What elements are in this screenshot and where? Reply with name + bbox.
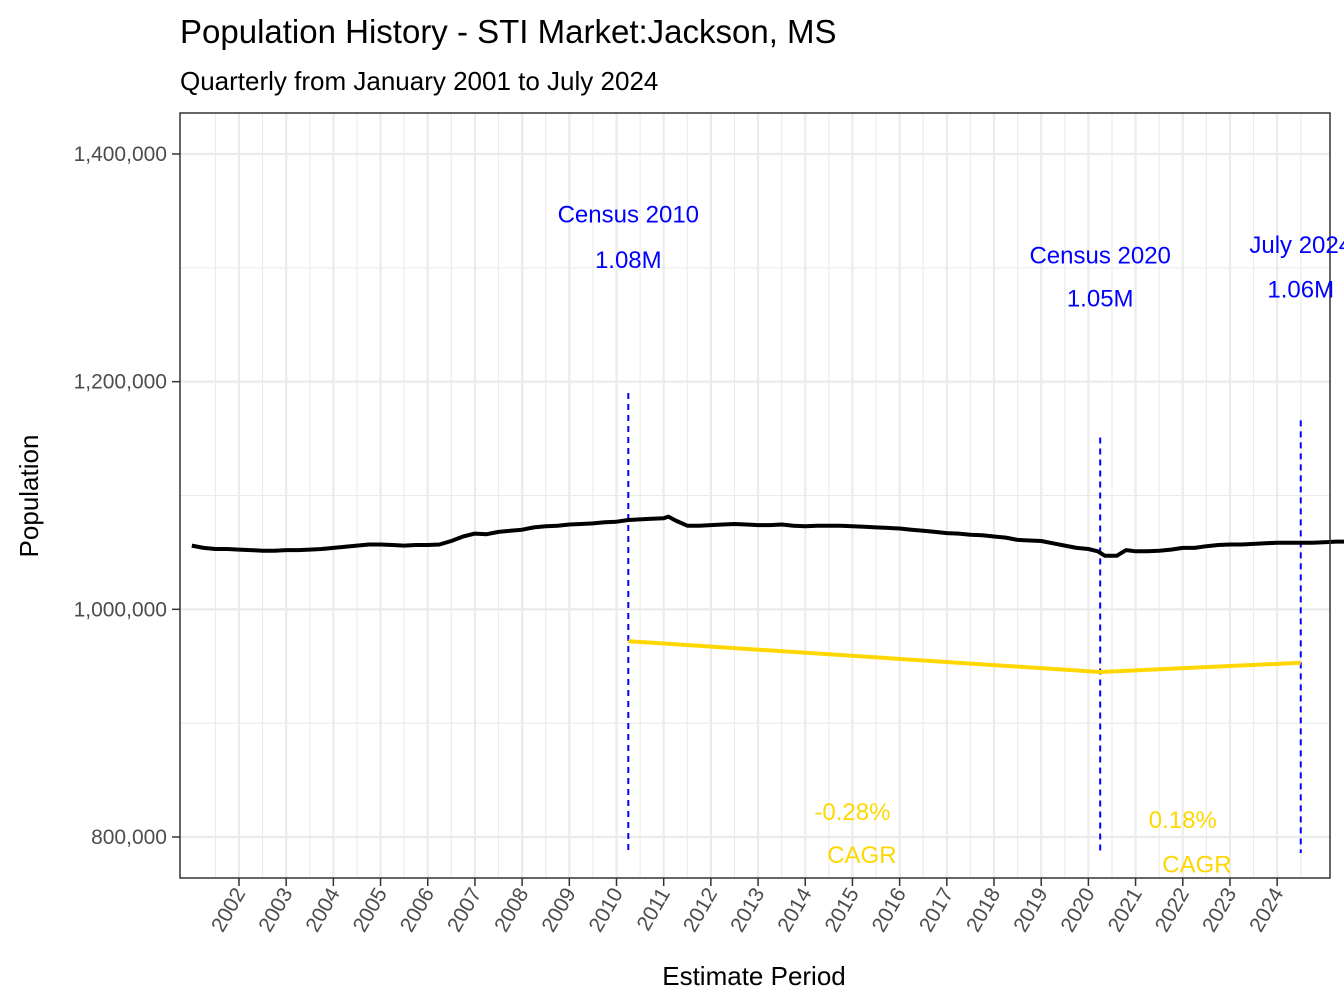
x-tick-label: 2003 [254, 884, 297, 936]
y-axis: 800,000 1,000,000 1,200,000 1,400,000 [74, 143, 180, 849]
y-tick-label: 800,000 [91, 826, 167, 849]
annotation-label: CAGR [1162, 851, 1231, 878]
x-tick-label: 2002 [207, 884, 250, 936]
annotation-label: CAGR [827, 842, 896, 869]
annotation-label: July 2024 [1249, 232, 1344, 259]
x-tick-label: 2014 [773, 884, 816, 936]
census-reference-lines [627, 393, 1302, 853]
chart-title: Population History - STI Market:Jackson,… [180, 13, 837, 50]
chart-subtitle: Quarterly from January 2001 to July 2024 [180, 66, 658, 96]
y-axis-title: Population [14, 435, 44, 558]
x-tick-label: 2023 [1198, 884, 1241, 936]
grid-lines [180, 113, 1330, 878]
x-axis: 2002 2003 2004 2005 2006 2007 2008 2009 2010 2011… [207, 878, 1289, 936]
annotation-label: Census 2020 [1029, 242, 1170, 269]
x-tick-label: 2004 [301, 884, 344, 936]
x-tick-label: 2006 [396, 884, 439, 936]
annotation-label: Census 2010 [558, 201, 699, 228]
annotation-label: -0.28% [814, 799, 890, 826]
x-tick-label: 2024 [1245, 884, 1288, 936]
annotation-label: 1.06M [1267, 276, 1334, 303]
y-tick-label: 1,200,000 [74, 371, 167, 394]
x-tick-label: 2016 [868, 884, 911, 936]
x-tick-label: 2009 [537, 884, 580, 936]
x-tick-label: 2021 [1104, 884, 1147, 936]
annotation-label: 1.08M [595, 247, 662, 274]
y-tick-label: 1,000,000 [74, 598, 167, 621]
x-tick-label: 2010 [585, 884, 628, 936]
x-tick-label: 2018 [962, 884, 1005, 936]
annotations: Census 2010 1.08M Census 2020 1.05M July 202… [558, 201, 1344, 878]
x-tick-label: 2005 [349, 884, 392, 936]
x-tick-label: 2015 [820, 884, 863, 936]
y-tick-label: 1,400,000 [74, 143, 167, 166]
x-tick-label: 2022 [1151, 884, 1194, 936]
population-line [191, 514, 1344, 558]
cagr-trend-line [628, 639, 1301, 674]
x-tick-label: 2019 [1009, 884, 1052, 936]
x-tick-label: 2011 [633, 884, 676, 935]
x-tick-label: 2012 [679, 884, 722, 936]
x-tick-label: 2020 [1056, 884, 1099, 936]
x-tick-label: 2013 [726, 884, 769, 936]
x-tick-label: 2017 [915, 884, 958, 936]
annotation-label: 0.18% [1149, 807, 1217, 834]
plot-border [179, 112, 1331, 879]
x-axis-title: Estimate Period [662, 961, 846, 991]
x-tick-label: 2007 [443, 884, 486, 936]
x-tick-label: 2008 [490, 884, 533, 936]
annotation-label: 1.05M [1067, 286, 1134, 313]
data-series [191, 514, 1344, 674]
